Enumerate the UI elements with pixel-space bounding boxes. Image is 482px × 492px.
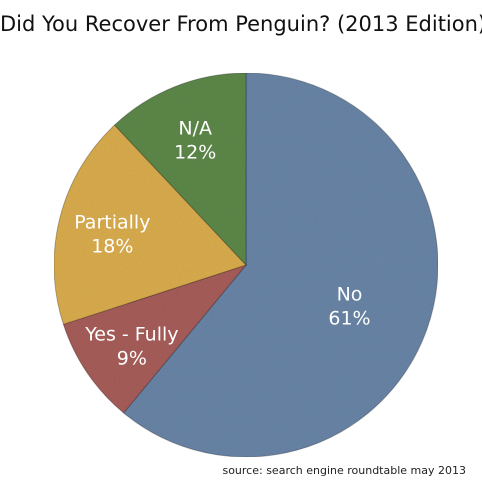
- pie-slice-no: [122, 72, 439, 458]
- slice-percent-n-a: 12%: [174, 142, 216, 164]
- slice-label-yes-fully: Yes - Fully: [84, 324, 178, 346]
- pie-slice-partially: [53, 124, 247, 325]
- chart-source: source: search engine roundtable may 201…: [222, 464, 466, 477]
- slice-percent-partially: 18%: [91, 236, 133, 258]
- pie-slices: [53, 72, 439, 458]
- slice-percent-no: 61%: [328, 307, 370, 329]
- slice-percent-yes-fully: 9%: [117, 348, 147, 370]
- pie-slice-n-a: [113, 72, 247, 267]
- slice-label-n-a: N/A: [178, 118, 212, 140]
- pie-slice-yes-fully: [62, 263, 248, 414]
- chart-title: Did You Recover From Penguin? (2013 Edit…: [0, 12, 482, 36]
- slice-label-partially: Partially: [74, 212, 150, 234]
- slice-label-no: No: [337, 283, 363, 305]
